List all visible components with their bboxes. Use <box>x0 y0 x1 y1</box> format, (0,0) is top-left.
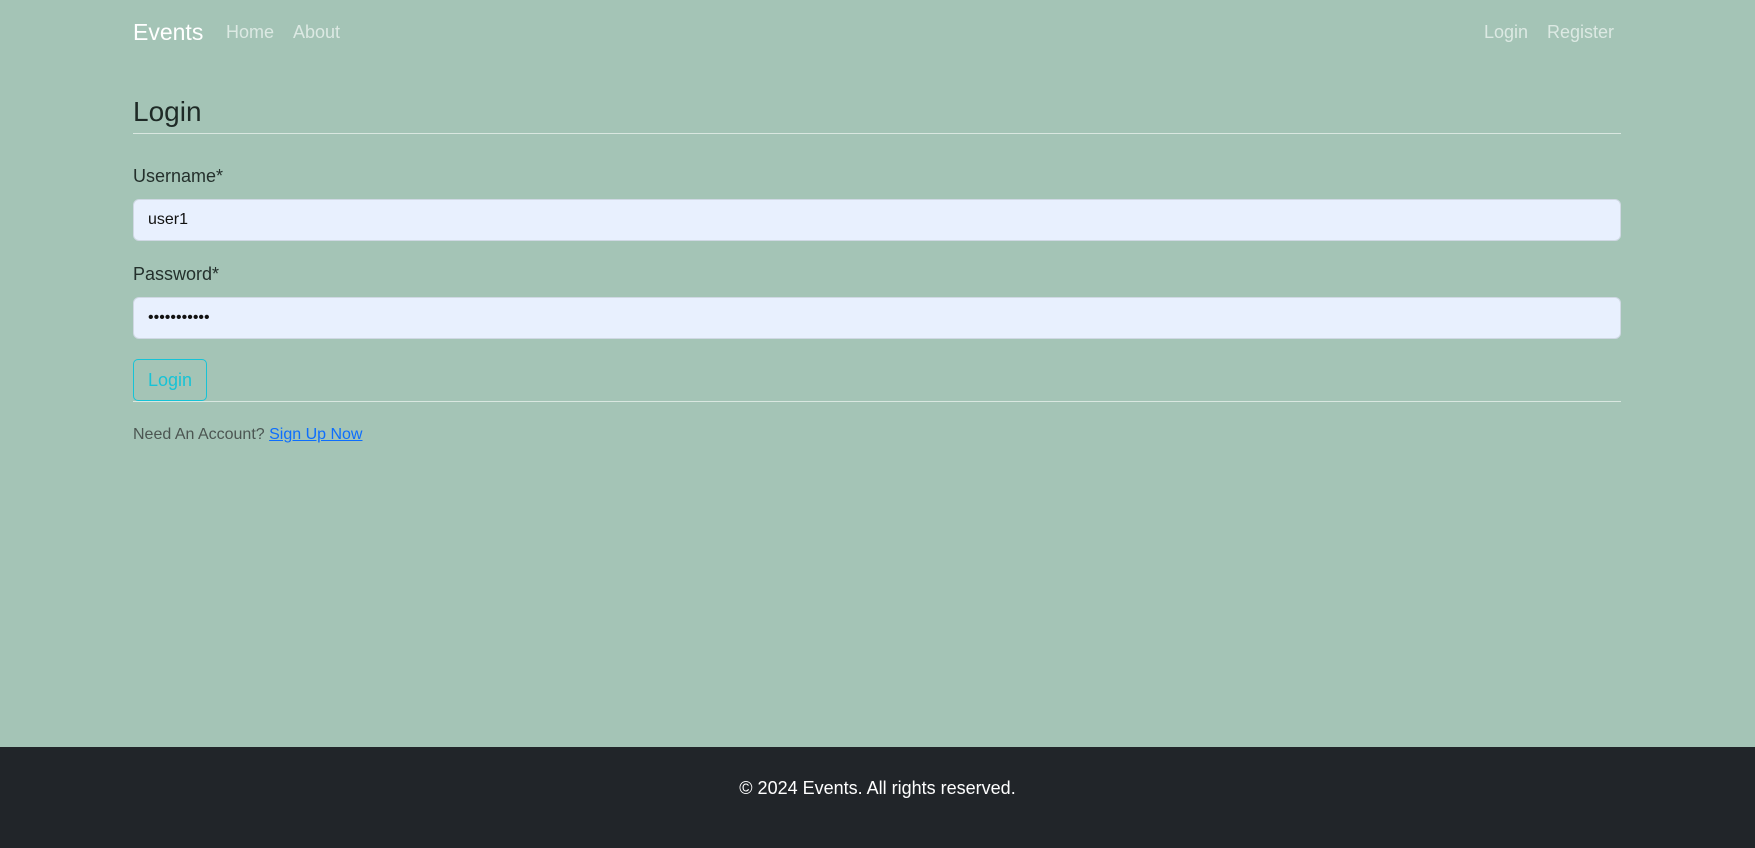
title-divider <box>133 133 1621 134</box>
password-input[interactable] <box>133 297 1621 339</box>
signup-prompt: Need An Account? <box>133 426 265 443</box>
username-input[interactable] <box>133 199 1621 241</box>
password-label: Password* <box>133 264 220 284</box>
form-divider <box>133 401 1621 402</box>
username-label: Username* <box>133 166 224 186</box>
footer: © 2024 Events. All rights reserved. <box>0 747 1755 848</box>
page-title: Login <box>133 96 202 127</box>
signup-row: Need An Account? Sign Up Now <box>133 426 362 444</box>
nav-register-link[interactable]: Register <box>1547 22 1615 42</box>
nav-home-link[interactable]: Home <box>226 22 275 42</box>
navbar: Events Home About Login Register <box>0 0 1755 66</box>
signup-link[interactable]: Sign Up Now <box>269 426 363 443</box>
footer-copyright: © 2024 Events. All rights reserved. <box>739 778 1016 798</box>
login-button[interactable]: Login <box>133 359 207 401</box>
brand-link[interactable]: Events <box>133 19 204 45</box>
nav-login-link[interactable]: Login <box>1484 22 1529 42</box>
nav-about-link[interactable]: About <box>293 22 341 42</box>
